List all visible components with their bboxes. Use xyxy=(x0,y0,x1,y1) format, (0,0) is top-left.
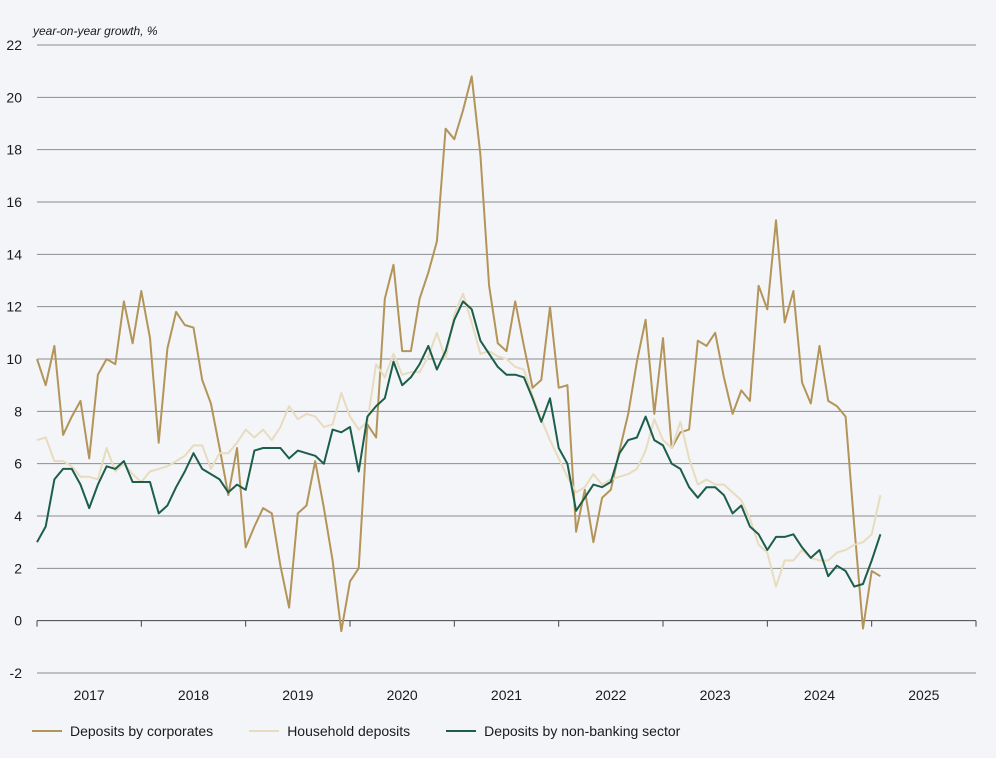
legend-item-corporates: Deposits by corporates xyxy=(32,723,213,739)
y-tick-label: 0 xyxy=(14,613,22,629)
legend-swatch xyxy=(446,730,477,732)
x-tick-label: 2017 xyxy=(74,687,105,703)
x-tick-label: 2025 xyxy=(908,687,939,703)
y-tick-label: 16 xyxy=(6,194,22,210)
x-tick-label: 2019 xyxy=(282,687,313,703)
legend-item-household: Household deposits xyxy=(249,723,410,739)
y-tick-label: 4 xyxy=(14,508,22,524)
y-tick-label: 18 xyxy=(6,142,22,158)
y-tick-label: 14 xyxy=(6,246,22,262)
x-tick-label: 2020 xyxy=(387,687,418,703)
series-line-2 xyxy=(36,300,882,588)
y-tick-label: 6 xyxy=(14,456,22,472)
y-tick-label: 8 xyxy=(14,403,22,419)
y-tick-label: 12 xyxy=(6,299,22,315)
x-tick-label: 2021 xyxy=(491,687,522,703)
y-axis-label: year-on-year growth, % xyxy=(32,24,158,38)
chart-legend: Deposits by corporates Household deposit… xyxy=(32,723,680,739)
gridlines xyxy=(37,44,976,674)
y-tick-label: 22 xyxy=(6,37,22,53)
x-tick-label: 2018 xyxy=(178,687,209,703)
x-axis: 2017 2018 2019 2020 2021 2022 2023 2024 2025 xyxy=(36,620,977,703)
series-lines xyxy=(36,75,882,633)
series-line-1 xyxy=(36,292,882,588)
y-tick-label: 20 xyxy=(6,89,22,105)
series-line-0 xyxy=(36,75,881,633)
y-axis-ticks: -2 0 2 4 6 8 10 12 14 16 18 20 22 xyxy=(6,37,22,681)
legend-label: Deposits by corporates xyxy=(70,723,214,739)
y-tick-label: 10 xyxy=(6,351,22,367)
legend-swatch xyxy=(249,730,280,732)
y-tick-label: 2 xyxy=(14,560,22,576)
y-tick-label: -2 xyxy=(10,665,23,681)
x-tick-label: 2022 xyxy=(595,687,626,703)
legend-swatch xyxy=(32,730,62,732)
x-tick-label: 2024 xyxy=(804,687,835,703)
legend-item-non-banking: Deposits by non-banking sector xyxy=(446,723,680,739)
x-tick-label: 2023 xyxy=(700,687,731,703)
legend-label: Household deposits xyxy=(287,723,411,739)
legend-label: Deposits by non-banking sector xyxy=(484,723,681,739)
